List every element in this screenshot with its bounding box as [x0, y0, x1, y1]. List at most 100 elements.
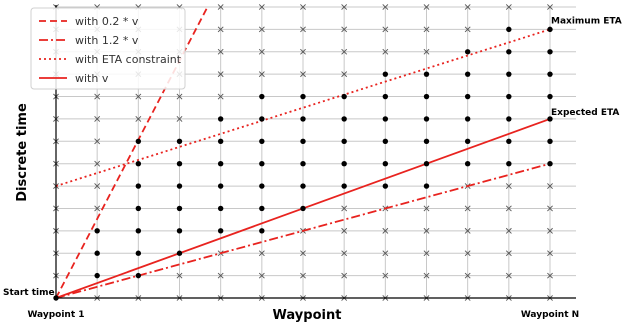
infeasible-node — [300, 26, 306, 33]
infeasible-node — [423, 26, 430, 33]
infeasible-node — [505, 250, 512, 257]
feasible-node — [259, 205, 265, 212]
infeasible-node — [217, 48, 224, 55]
feasible-node — [423, 138, 430, 145]
infeasible-node — [94, 138, 101, 145]
infeasible-node — [505, 272, 512, 279]
infeasible-node — [94, 93, 101, 100]
axis-labels: Discrete time Waypoint — [15, 103, 341, 323]
infeasible-node-stroke — [341, 205, 348, 212]
infeasible-node — [258, 71, 265, 78]
feasible-node — [547, 49, 553, 55]
infeasible-node-stroke — [217, 272, 224, 279]
infeasible-node-stroke — [505, 272, 512, 279]
legend-label: with ETA constraint — [75, 53, 182, 66]
infeasible-node-stroke — [341, 272, 348, 279]
feasible-node — [259, 93, 265, 100]
feasible-node — [259, 160, 265, 167]
infeasible-node-stroke — [423, 4, 430, 10]
infeasible-node — [135, 116, 142, 122]
infeasible-node-stroke — [217, 4, 224, 10]
infeasible-node — [423, 48, 430, 55]
infeasible-node — [464, 250, 471, 257]
infeasible-node — [505, 227, 512, 234]
infeasible-node — [423, 205, 430, 212]
feasible-node — [341, 183, 347, 189]
feasible-node — [547, 160, 553, 167]
infeasible-node — [217, 272, 224, 279]
infeasible-node — [135, 93, 142, 100]
infeasible-node-stroke — [505, 227, 512, 234]
feasible-node — [547, 138, 553, 145]
feasible-node — [300, 93, 306, 100]
infeasible-node — [217, 26, 224, 33]
infeasible-nodes — [53, 4, 553, 301]
infeasible-node — [258, 250, 265, 257]
infeasible-node — [300, 250, 306, 257]
infeasible-node-stroke — [217, 93, 224, 100]
x-tick-labels: Waypoint 1 Waypoint N — [27, 310, 579, 320]
infeasible-node — [423, 250, 430, 257]
feasible-node — [423, 183, 430, 189]
infeasible-node — [547, 4, 553, 10]
infeasible-node-stroke — [547, 250, 553, 257]
infeasible-node-stroke — [341, 250, 348, 257]
legend: with 0.2 * v with 1.2 * v with ETA constra… — [30, 7, 186, 90]
feasible-node — [300, 205, 306, 212]
feasible-node — [464, 71, 471, 77]
feasible-node — [176, 183, 183, 189]
feasible-node — [423, 71, 430, 77]
infeasible-node-stroke — [300, 272, 306, 279]
infeasible-node — [300, 48, 306, 55]
infeasible-node — [258, 26, 265, 33]
infeasible-node — [94, 116, 101, 122]
feasible-node — [259, 228, 265, 234]
infeasible-node-stroke — [258, 71, 265, 78]
infeasible-node-stroke — [176, 272, 183, 279]
feasible-node — [341, 160, 347, 167]
infeasible-node-stroke — [423, 272, 430, 279]
infeasible-node-stroke — [464, 26, 471, 33]
infeasible-node-stroke — [423, 227, 430, 234]
infeasible-node-stroke — [217, 71, 224, 78]
infeasible-node-stroke — [258, 48, 265, 55]
infeasible-node-stroke — [505, 183, 512, 189]
feasible-node — [341, 116, 347, 122]
infeasible-node-stroke — [423, 48, 430, 55]
feasible-node — [176, 228, 183, 234]
feasible-node — [259, 116, 265, 122]
infeasible-node-stroke — [258, 272, 265, 279]
infeasible-node — [341, 205, 348, 212]
feasible-node — [506, 71, 512, 77]
feasible-node — [382, 183, 389, 189]
feasible-node — [464, 116, 471, 122]
x-tick-label: Waypoint 1 — [27, 310, 84, 320]
feasible-node — [506, 116, 512, 122]
feasible-node — [135, 160, 142, 167]
infeasible-node-stroke — [135, 93, 142, 100]
feasible-node — [464, 160, 471, 167]
feasible-node — [547, 71, 553, 77]
infeasible-node — [300, 71, 306, 78]
infeasible-node — [176, 116, 183, 122]
feasible-node — [506, 93, 512, 100]
feasible-node — [217, 183, 224, 189]
feasible-node — [94, 272, 100, 279]
feasible-node — [135, 138, 142, 145]
feasible-node — [300, 183, 306, 189]
infeasible-node-stroke — [505, 4, 512, 10]
feasible-node — [94, 250, 100, 256]
feasible-node — [382, 116, 389, 122]
infeasible-node — [423, 272, 430, 279]
infeasible-node-stroke — [547, 4, 553, 10]
infeasible-node — [382, 250, 389, 257]
infeasible-node-stroke — [176, 116, 183, 122]
infeasible-node-stroke — [300, 250, 306, 257]
infeasible-node — [176, 93, 183, 100]
infeasible-node — [382, 26, 389, 33]
infeasible-node-stroke — [382, 227, 389, 234]
infeasible-node-stroke — [258, 26, 265, 33]
feasible-node — [259, 138, 265, 145]
feasible-node — [176, 205, 183, 212]
feasible-node — [300, 138, 306, 145]
